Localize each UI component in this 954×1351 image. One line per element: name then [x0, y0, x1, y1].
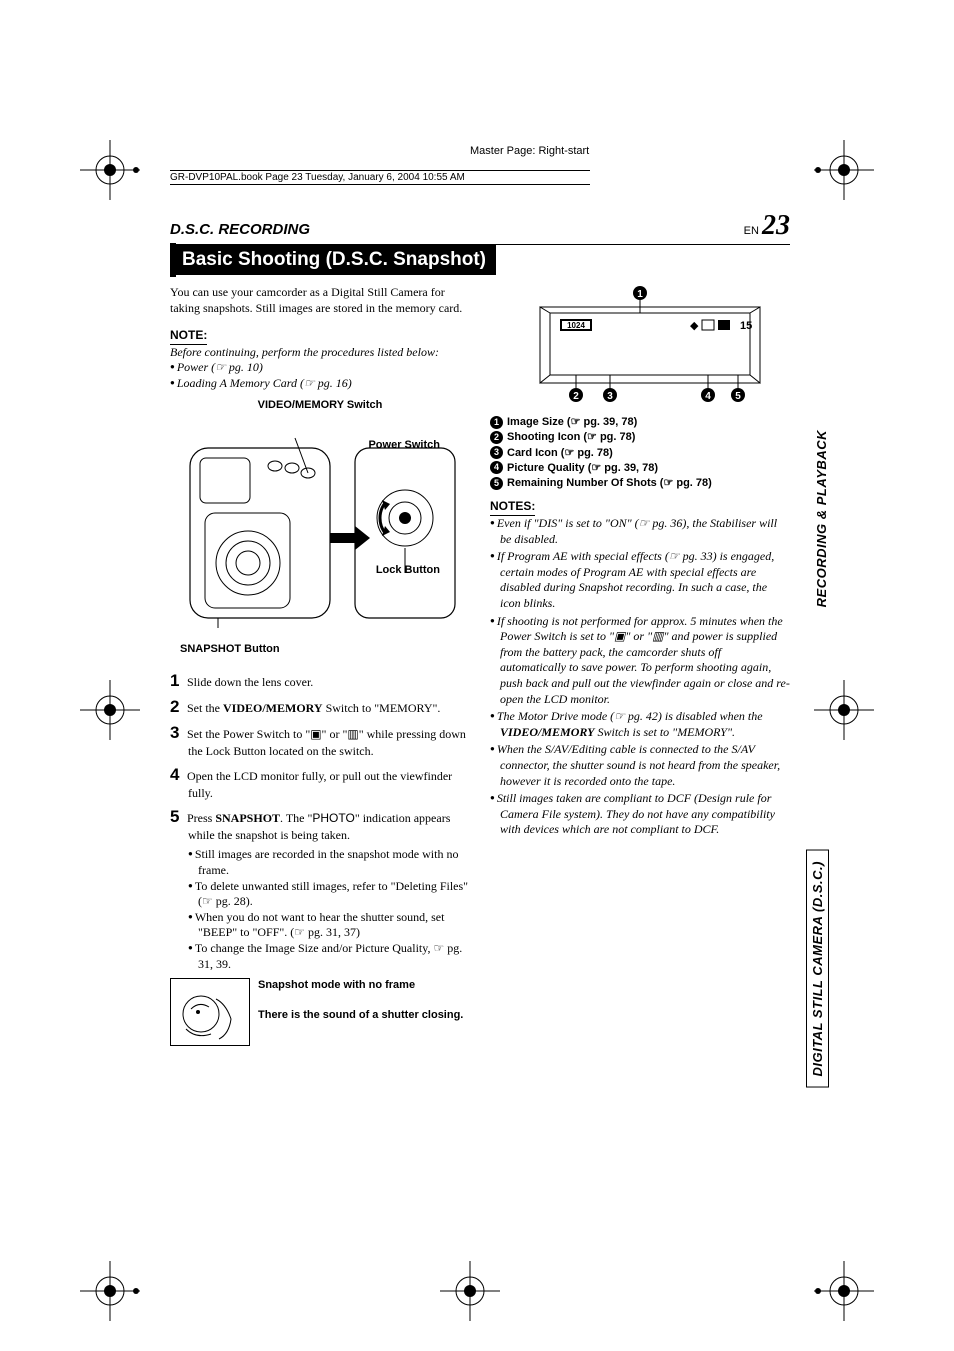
ref-2: 2Shooting Icon (☞ pg. 78): [490, 430, 790, 444]
snapshot-mode-img: [170, 978, 250, 1046]
vm-switch-label: VIDEO/MEMORY Switch: [170, 398, 470, 412]
snapshot-mode-row: Snapshot mode with no frame There is the…: [170, 978, 470, 1046]
main-title: Basic Shooting (D.S.C. Snapshot): [170, 245, 496, 275]
page-header: D.S.C. RECORDING EN 23: [170, 210, 790, 245]
snapshot-button-label: SNAPSHOT Button: [180, 642, 470, 656]
ref-5: 5Remaining Number Of Shots (☞ pg. 78): [490, 476, 790, 490]
tab-dsc: DIGITAL STILL CAMERA (D.S.C.): [806, 850, 829, 1088]
note-4: The Motor Drive mode (☞ pg. 42) is disab…: [490, 709, 790, 740]
notes-header: NOTES:: [490, 499, 535, 516]
master-page-label: Master Page: Right-start: [470, 145, 589, 157]
step-2: 2 Set the VIDEO/MEMORY Switch to "MEMORY…: [170, 696, 470, 718]
reference-list: 1Image Size (☞ pg. 39, 78) 2Shooting Ico…: [490, 415, 790, 490]
side-tabs-2: DIGITAL STILL CAMERA (D.S.C.): [806, 840, 829, 1093]
svg-text:◆: ◆: [690, 320, 699, 332]
content-columns: You can use your camcorder as a Digital …: [170, 285, 790, 1046]
step-5: 5 Press SNAPSHOT. The "PHOTO" indication…: [170, 806, 470, 844]
crop-mark-mr: [814, 680, 874, 740]
page-number: EN 23: [744, 210, 790, 242]
right-column: 1 1024 ◆ 15 2 3: [490, 285, 790, 1046]
notes-list: Even if "DIS" is set to "ON" (☞ pg. 36),…: [490, 516, 790, 838]
step5-sub-1: Still images are recorded in the snapsho…: [170, 847, 470, 878]
step5-sub-4: To change the Image Size and/or Picture …: [170, 941, 470, 972]
left-column: You can use your camcorder as a Digital …: [170, 285, 470, 1046]
crop-mark-bl: [80, 1261, 140, 1321]
ref-3: 3Card Icon (☞ pg. 78): [490, 446, 790, 460]
note-header: NOTE:: [170, 328, 207, 345]
svg-text:5: 5: [735, 391, 741, 402]
svg-text:2: 2: [573, 391, 579, 402]
note-item-card: Loading A Memory Card (☞ pg. 16): [170, 376, 470, 392]
crop-mark-tl: [80, 140, 140, 200]
note-2: If Program AE with special effects (☞ pg…: [490, 549, 790, 611]
svg-text:4: 4: [705, 391, 711, 402]
book-meta: GR-DVP10PAL.book Page 23 Tuesday, Januar…: [170, 170, 590, 185]
lock-button-label: Lock Button: [376, 563, 440, 577]
crop-mark-tr: [814, 140, 874, 200]
svg-text:15: 15: [740, 320, 752, 332]
tab-recording-playback: RECORDING & PLAYBACK: [814, 430, 829, 607]
svg-text:1: 1: [637, 289, 643, 300]
svg-text:3: 3: [607, 391, 613, 402]
crop-mark-br: [814, 1261, 874, 1321]
step-3: 3 Set the Power Switch to "▣" or "▥" whi…: [170, 722, 470, 760]
ref-4: 4Picture Quality (☞ pg. 39, 78): [490, 461, 790, 475]
power-switch-label: Power Switch: [368, 438, 440, 452]
snapshot-mode-text: Snapshot mode with no frame There is the…: [258, 978, 463, 1023]
note-before: Before continuing, perform the procedure…: [170, 345, 470, 361]
note-1: Even if "DIS" is set to "ON" (☞ pg. 36),…: [490, 516, 790, 547]
crop-mark-ml: [80, 680, 140, 740]
section-title: D.S.C. RECORDING: [170, 221, 310, 238]
steps-list: 1 Slide down the lens cover. 2 Set the V…: [170, 670, 470, 972]
svg-text:1024: 1024: [567, 321, 585, 330]
step5-sub-2: To delete unwanted still images, refer t…: [170, 879, 470, 910]
side-tabs: RECORDING & PLAYBACK: [814, 430, 829, 607]
crop-mark-bc: [440, 1261, 500, 1321]
step5-sub-3: When you do not want to hear the shutter…: [170, 910, 470, 941]
step-1: 1 Slide down the lens cover.: [170, 670, 470, 692]
ref-1: 1Image Size (☞ pg. 39, 78): [490, 415, 790, 429]
intro-text: You can use your camcorder as a Digital …: [170, 285, 470, 316]
note-item-power: Power (☞ pg. 10): [170, 360, 470, 376]
note-3: If shooting is not performed for approx.…: [490, 614, 790, 708]
note-5: When the S/AV/Editing cable is connected…: [490, 742, 790, 789]
note-6: Still images taken are compliant to DCF …: [490, 791, 790, 838]
display-figure: 1 1024 ◆ 15 2 3: [490, 285, 790, 405]
camera-figure: Power Switch Lock Button: [170, 418, 470, 638]
step-4: 4 Open the LCD monitor fully, or pull ou…: [170, 764, 470, 802]
